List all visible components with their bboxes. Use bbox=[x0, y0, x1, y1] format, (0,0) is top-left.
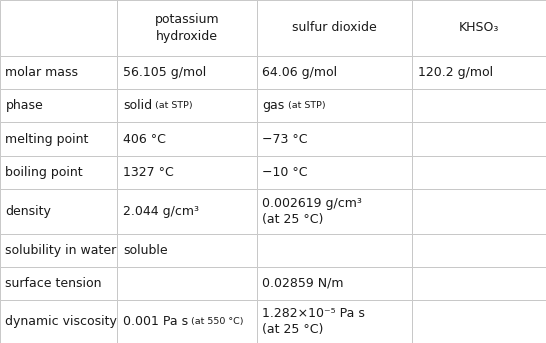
Text: molar mass: molar mass bbox=[5, 66, 79, 79]
Text: 406 °C: 406 °C bbox=[123, 133, 166, 145]
Bar bbox=[117, 0, 257, 56]
Text: solid: solid bbox=[123, 99, 152, 112]
Bar bbox=[257, 0, 412, 56]
Bar bbox=[412, 0, 546, 56]
Bar bbox=[117, 267, 257, 300]
Bar bbox=[412, 267, 546, 300]
Bar bbox=[257, 56, 412, 89]
Bar bbox=[412, 56, 546, 89]
Text: solubility in water: solubility in water bbox=[5, 244, 117, 257]
Bar bbox=[412, 156, 546, 189]
Bar bbox=[0, 156, 117, 189]
Bar bbox=[0, 300, 117, 343]
Bar bbox=[257, 234, 412, 267]
Bar bbox=[412, 234, 546, 267]
Text: potassium
hydroxide: potassium hydroxide bbox=[155, 13, 219, 43]
Text: 64.06 g/mol: 64.06 g/mol bbox=[262, 66, 337, 79]
Bar bbox=[412, 300, 546, 343]
Bar bbox=[117, 89, 257, 122]
Text: −73 °C: −73 °C bbox=[262, 133, 307, 145]
Bar bbox=[117, 189, 257, 234]
Bar bbox=[257, 122, 412, 156]
Text: phase: phase bbox=[5, 99, 43, 112]
Text: 56.105 g/mol: 56.105 g/mol bbox=[123, 66, 206, 79]
Bar bbox=[117, 156, 257, 189]
Text: (at STP): (at STP) bbox=[155, 101, 193, 110]
Text: surface tension: surface tension bbox=[5, 277, 102, 290]
Bar bbox=[257, 300, 412, 343]
Bar bbox=[412, 89, 546, 122]
Text: −10 °C: −10 °C bbox=[262, 166, 307, 179]
Bar bbox=[0, 189, 117, 234]
Text: 0.02859 N/m: 0.02859 N/m bbox=[262, 277, 343, 290]
Text: sulfur dioxide: sulfur dioxide bbox=[292, 22, 377, 34]
Bar bbox=[257, 156, 412, 189]
Text: 0.001 Pa s: 0.001 Pa s bbox=[123, 315, 188, 328]
Text: (at STP): (at STP) bbox=[288, 101, 325, 110]
Text: 0.002619 g/cm³
(at 25 °C): 0.002619 g/cm³ (at 25 °C) bbox=[262, 197, 362, 226]
Text: dynamic viscosity: dynamic viscosity bbox=[5, 315, 117, 328]
Bar bbox=[117, 122, 257, 156]
Bar bbox=[117, 300, 257, 343]
Text: gas: gas bbox=[262, 99, 284, 112]
Text: KHSO₃: KHSO₃ bbox=[459, 22, 499, 34]
Text: 1.282×10⁻⁵ Pa s
(at 25 °C): 1.282×10⁻⁵ Pa s (at 25 °C) bbox=[262, 307, 365, 336]
Bar bbox=[0, 234, 117, 267]
Text: density: density bbox=[5, 205, 51, 218]
Text: (at 550 °C): (at 550 °C) bbox=[191, 317, 244, 326]
Bar bbox=[257, 267, 412, 300]
Text: boiling point: boiling point bbox=[5, 166, 83, 179]
Bar bbox=[0, 56, 117, 89]
Bar bbox=[257, 189, 412, 234]
Bar bbox=[0, 0, 117, 56]
Text: 120.2 g/mol: 120.2 g/mol bbox=[418, 66, 493, 79]
Text: 2.044 g/cm³: 2.044 g/cm³ bbox=[123, 205, 199, 218]
Bar bbox=[257, 89, 412, 122]
Bar bbox=[412, 122, 546, 156]
Bar bbox=[412, 189, 546, 234]
Text: soluble: soluble bbox=[123, 244, 168, 257]
Bar bbox=[117, 234, 257, 267]
Text: melting point: melting point bbox=[5, 133, 89, 145]
Text: 1327 °C: 1327 °C bbox=[123, 166, 174, 179]
Bar bbox=[117, 56, 257, 89]
Bar bbox=[0, 267, 117, 300]
Bar bbox=[0, 122, 117, 156]
Bar bbox=[0, 89, 117, 122]
